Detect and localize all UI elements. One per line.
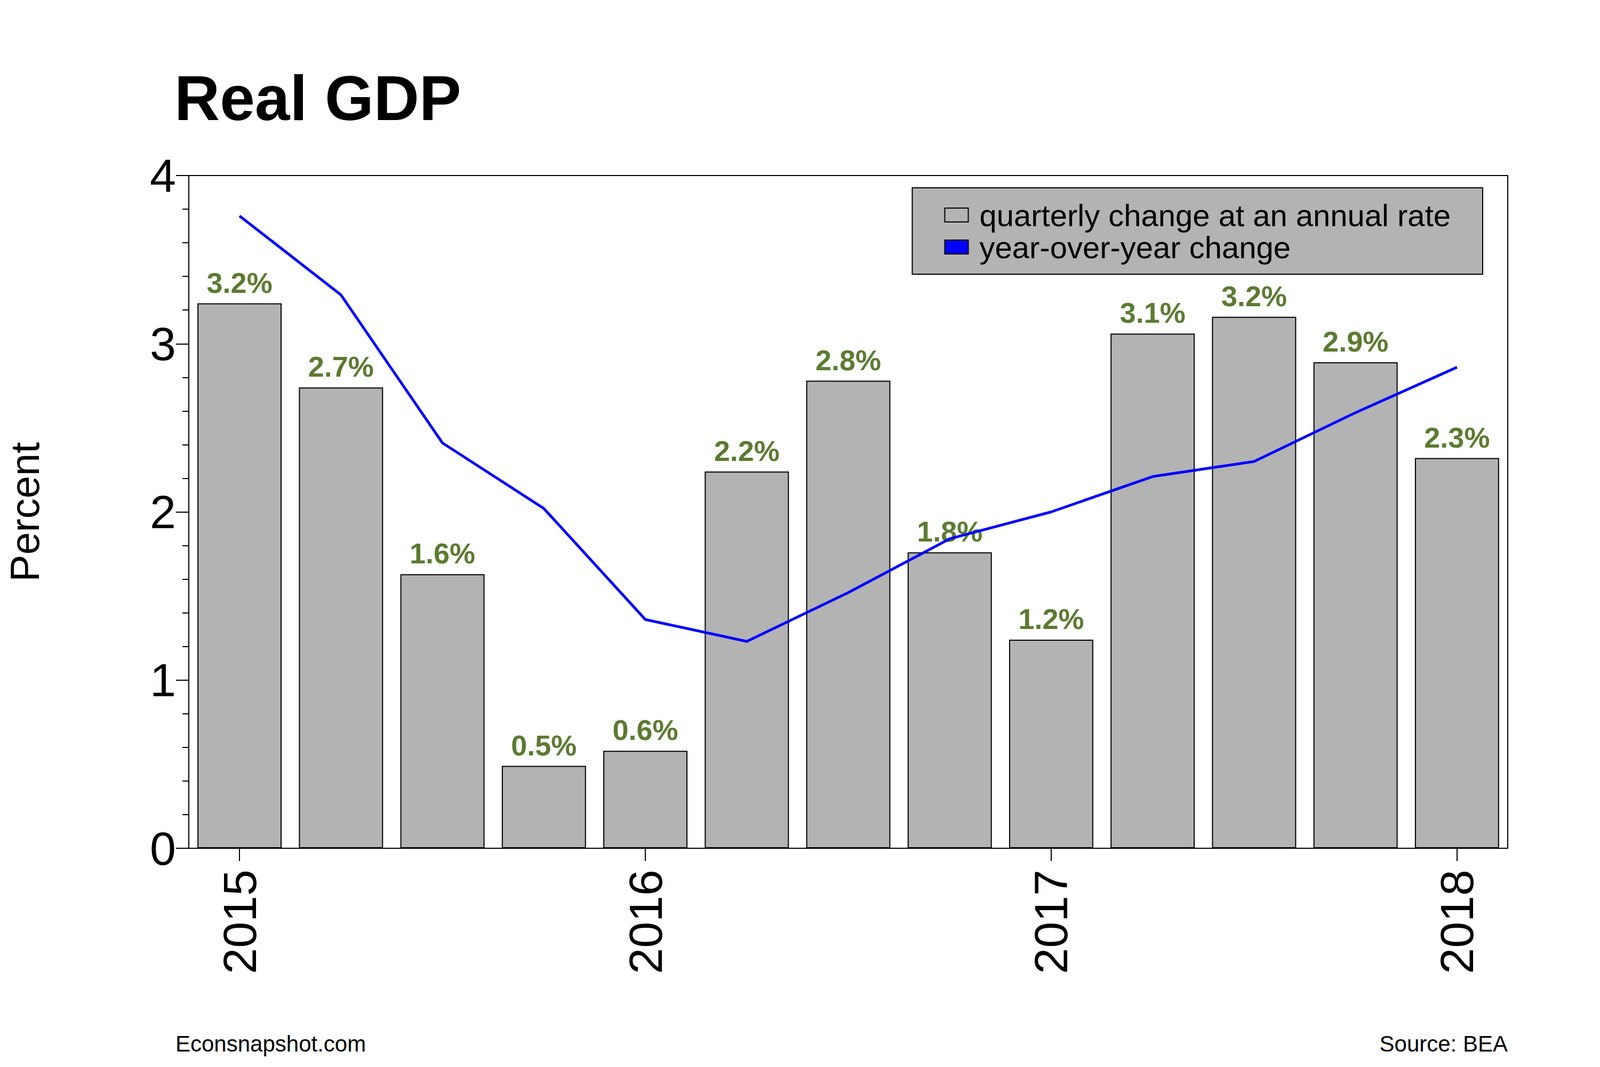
svg-text:2.3%: 2.3% (1424, 421, 1490, 454)
svg-text:2.8%: 2.8% (815, 344, 882, 376)
svg-text:1.8%: 1.8% (916, 515, 983, 548)
svg-text:2015: 2015 (213, 869, 267, 974)
svg-text:3.1%: 3.1% (1120, 296, 1186, 329)
svg-text:0.5%: 0.5% (510, 729, 577, 762)
svg-text:Percent: Percent (2, 442, 48, 582)
svg-text:4: 4 (149, 149, 176, 203)
svg-text:3: 3 (149, 317, 176, 371)
svg-text:2016: 2016 (619, 869, 672, 974)
svg-text:2.9%: 2.9% (1322, 325, 1389, 358)
svg-text:2: 2 (149, 485, 176, 539)
svg-text:Econsnapshot.com: Econsnapshot.com (175, 1030, 366, 1056)
svg-text:3.2%: 3.2% (1221, 280, 1287, 312)
svg-text:0.6%: 0.6% (612, 713, 678, 746)
svg-text:year-over-year change: year-over-year change (979, 229, 1291, 265)
svg-text:Source: BEA: Source: BEA (1379, 1030, 1508, 1056)
svg-text:2.7%: 2.7% (308, 350, 374, 383)
svg-text:quarterly change at an annual: quarterly change at an annual rate (979, 197, 1451, 233)
svg-text:1: 1 (149, 653, 176, 707)
svg-text:1.6%: 1.6% (409, 537, 476, 570)
svg-text:2017: 2017 (1024, 869, 1078, 974)
svg-text:2018: 2018 (1430, 869, 1484, 974)
svg-text:2.2%: 2.2% (714, 434, 780, 467)
svg-text:Real GDP: Real GDP (174, 62, 462, 134)
svg-text:1.2%: 1.2% (1018, 602, 1084, 635)
svg-text:3.2%: 3.2% (206, 266, 273, 299)
svg-text:0: 0 (149, 821, 176, 875)
